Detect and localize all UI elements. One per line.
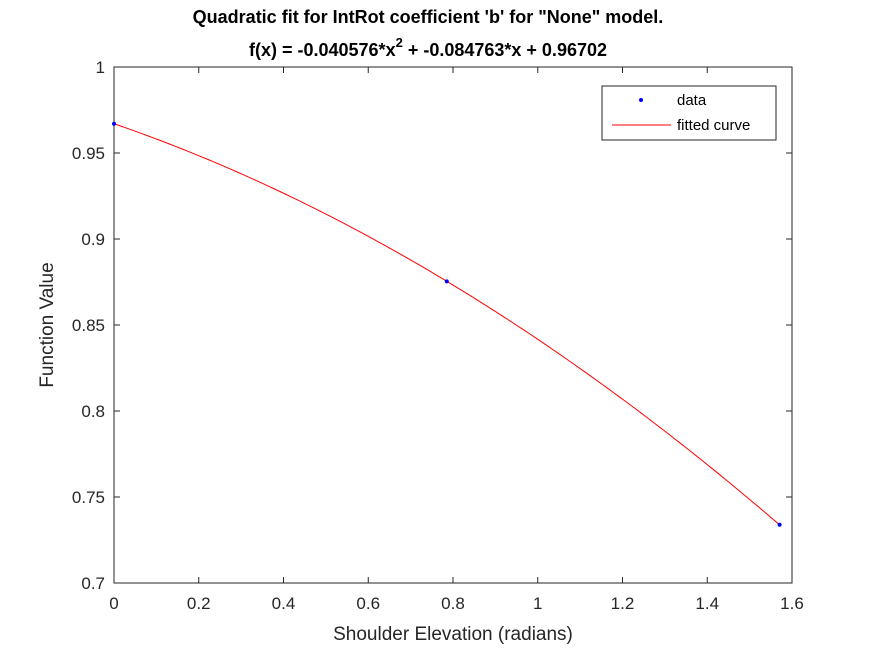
- legend-data-marker: [639, 98, 643, 102]
- x-tick-label: 0.6: [356, 594, 380, 613]
- y-axis: 0.7 0.75 0.8 0.85 0.9 0.95 1: [72, 58, 792, 593]
- x-tick-label: 0: [109, 594, 118, 613]
- y-tick-label: 0.75: [72, 488, 105, 507]
- chart-subtitle: f(x) = -0.040576*x2 + -0.084763*x + 0.96…: [249, 35, 607, 60]
- x-tick-label: 0.4: [272, 594, 296, 613]
- subtitle-superscript: 2: [396, 35, 403, 50]
- x-tick-label: 0.2: [187, 594, 211, 613]
- y-tick-label: 1: [96, 58, 105, 77]
- y-tick-label: 0.85: [72, 316, 105, 335]
- y-tick-label: 0.8: [81, 402, 105, 421]
- legend: data fitted curve: [601, 85, 777, 141]
- x-axis-label: Shoulder Elevation (radians): [333, 624, 573, 645]
- y-tick-label: 0.95: [72, 144, 105, 163]
- data-point: [777, 522, 782, 527]
- plot-series: [112, 121, 782, 527]
- x-axis: 0 0.2 0.4 0.6 0.8 1 1.2 1.4 1.6: [109, 67, 804, 613]
- x-tick-label: 1.4: [695, 594, 719, 613]
- x-tick-label: 1.6: [780, 594, 804, 613]
- legend-data-label: data: [677, 92, 707, 109]
- x-tick-label: 1.2: [611, 594, 635, 613]
- y-axis-label: Function Value: [37, 262, 58, 387]
- legend-fit-label: fitted curve: [677, 117, 750, 134]
- x-tick-label: 0.8: [441, 594, 465, 613]
- y-tick-label: 0.7: [81, 574, 105, 593]
- y-tick-label: 0.9: [81, 230, 105, 249]
- plot-area: [113, 66, 793, 584]
- data-point: [444, 279, 449, 284]
- subtitle-suffix: + -0.084763*x + 0.96702: [403, 40, 607, 60]
- x-tick-label: 1: [533, 594, 542, 613]
- subtitle-prefix: f(x) = -0.040576*x: [249, 40, 396, 60]
- legend-box: [601, 85, 777, 141]
- chart-title: Quadratic fit for IntRot coefficient 'b'…: [193, 7, 664, 27]
- data-point: [112, 121, 116, 126]
